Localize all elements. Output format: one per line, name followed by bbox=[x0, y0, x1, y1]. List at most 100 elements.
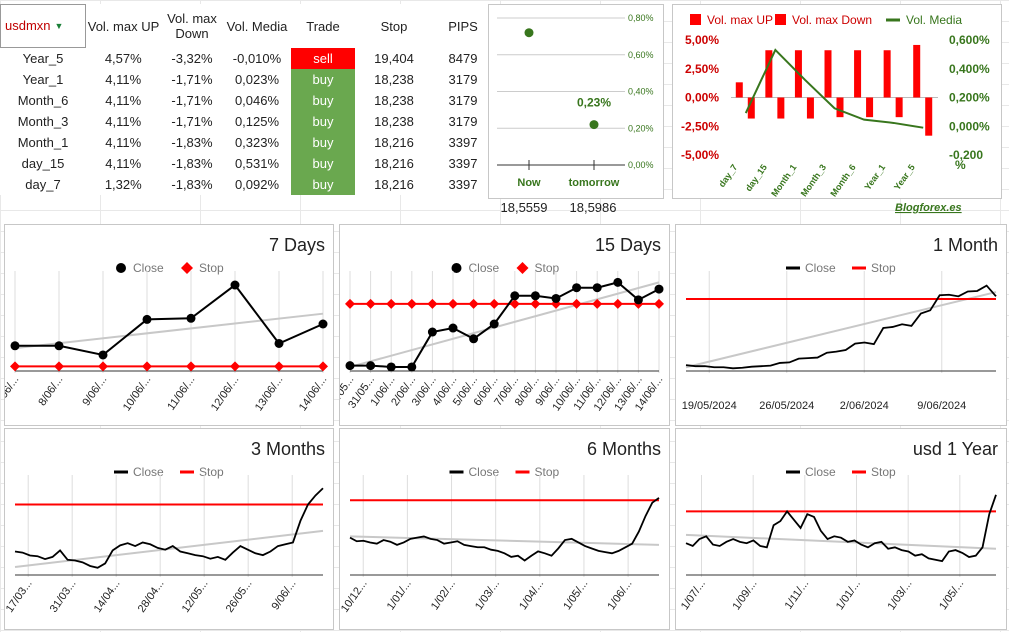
cell-up: 4,11% bbox=[105, 114, 142, 129]
close-marker bbox=[142, 314, 152, 324]
cell-pips: 3179 bbox=[448, 93, 478, 108]
header-vol-down: Vol. max Down bbox=[167, 11, 217, 41]
legend-stop-label: Stop bbox=[535, 261, 560, 275]
legend-stop-label: Stop bbox=[199, 261, 224, 275]
legend-stop-label: Stop bbox=[871, 465, 896, 479]
cell-trade: buy bbox=[291, 69, 355, 90]
forecast-point bbox=[524, 28, 534, 38]
cell-up: 4,57% bbox=[104, 50, 142, 66]
cell-period: Month_1 bbox=[17, 135, 69, 150]
stop-marker bbox=[98, 361, 108, 372]
legend-close-label: Close bbox=[469, 261, 500, 275]
close-marker bbox=[427, 327, 437, 337]
bar-y-tick-right: 0,400% bbox=[949, 62, 990, 76]
header-trade: Trade bbox=[306, 18, 340, 34]
x-tick-label: 14/04... bbox=[92, 578, 123, 615]
legend-close-label: Close bbox=[805, 465, 836, 479]
bar-x-label: Month_6 bbox=[828, 162, 857, 198]
bar-y-tick-left: 5,00% bbox=[685, 33, 719, 47]
x-tick-label: 8/06/... bbox=[36, 374, 65, 408]
stop-marker bbox=[142, 361, 152, 372]
trend-line bbox=[14, 312, 324, 350]
close-marker bbox=[345, 361, 355, 371]
cell-down: -1,71% bbox=[171, 114, 213, 129]
close-marker bbox=[274, 338, 284, 348]
bar-up bbox=[883, 50, 891, 98]
close-marker bbox=[10, 341, 20, 351]
bar-y-tick-right: 0,000% bbox=[949, 119, 990, 133]
cell-pips: 3397 bbox=[448, 177, 478, 192]
close-marker bbox=[551, 293, 561, 303]
bar-y-tick-left: 0,00% bbox=[685, 91, 719, 105]
close-line bbox=[685, 494, 997, 563]
symbol-dropdown[interactable]: usdmxn ▼ bbox=[0, 4, 86, 48]
bar-y-tick-left: 2,50% bbox=[685, 62, 719, 76]
close-marker bbox=[98, 350, 108, 360]
cell-up: 4,11% bbox=[105, 135, 142, 150]
stop-marker bbox=[448, 298, 458, 309]
stop-marker bbox=[427, 298, 438, 309]
cell-up: 4,11% bbox=[105, 72, 142, 87]
chart-panel-15days: 15 Days Close Stop 30/05... 31/05... 1/06/...… bbox=[326, 224, 670, 426]
x-tick-label: 7/06/... bbox=[5, 374, 21, 408]
dropdown-triangle-icon[interactable]: ▼ bbox=[54, 21, 64, 32]
cell-stop: 18,216 bbox=[374, 156, 414, 171]
close-marker bbox=[613, 277, 623, 287]
volatility-bar-panel: Vol. max UP Vol. max Down Vol. Media 5,00% 2… bbox=[672, 4, 1002, 214]
table-row: Month_3 4,11% -1,71% 0,125% buy 18,238 3179 bbox=[1, 111, 494, 132]
bar-down bbox=[747, 97, 755, 119]
close-marker bbox=[448, 323, 458, 333]
cell-pips: 3397 bbox=[448, 135, 478, 150]
cell-period: day_15 bbox=[21, 156, 65, 171]
x-tick-label: 17/03... bbox=[5, 578, 35, 615]
bar-down bbox=[806, 97, 814, 119]
cell-trade: buy bbox=[291, 111, 355, 132]
watermark: Blogforex.es bbox=[895, 202, 962, 214]
table-row: day_15 4,11% -1,83% 0,531% buy 18,216 3397 bbox=[1, 153, 494, 174]
cell-stop: 18,238 bbox=[374, 93, 414, 108]
cell-trade: buy bbox=[291, 174, 355, 195]
cell-up: 1,32% bbox=[104, 177, 142, 192]
x-tick-label: 1/01/... bbox=[834, 578, 863, 612]
x-tick-label: 14/06/... bbox=[297, 374, 330, 413]
trend-line bbox=[349, 535, 660, 546]
header-vol-media: Vol. Media bbox=[226, 18, 288, 34]
close-marker bbox=[230, 280, 240, 290]
header-vol-up: Vol. max UP bbox=[87, 18, 160, 34]
forecast-y-tick: 0,00% bbox=[628, 160, 654, 170]
stop-marker bbox=[274, 361, 284, 372]
close-line bbox=[15, 283, 324, 357]
x-tick-label: 1/03/... bbox=[885, 578, 914, 612]
cell-period: Year_1 bbox=[22, 72, 64, 87]
x-tick-label: 12/06/... bbox=[209, 374, 242, 413]
legend-label: Vol. max Down bbox=[792, 13, 872, 27]
cell-down: -3,32% bbox=[171, 50, 213, 66]
cell-media: 0,092% bbox=[234, 177, 280, 192]
bar-up bbox=[854, 50, 862, 98]
chart-title: 15 Days bbox=[595, 235, 661, 255]
table-row: Month_1 4,11% -1,83% 0,323% buy 18,216 3397 bbox=[1, 132, 494, 153]
close-line bbox=[350, 281, 660, 368]
x-tick-label: 2/06/2024 bbox=[840, 400, 889, 412]
chart-title: 6 Months bbox=[587, 439, 661, 459]
table-body: Year_5 4,57% -3,32% -0,010% sell 19,404 8479 Ye… bbox=[1, 47, 494, 195]
legend-swatch bbox=[690, 14, 701, 25]
cell-period: Month_6 bbox=[17, 93, 69, 108]
x-tick-label: 1/11/... bbox=[783, 578, 812, 612]
x-tick-label: 1/04/... bbox=[517, 578, 546, 612]
bar-x-label: Year_5 bbox=[892, 162, 917, 192]
stop-marker bbox=[468, 298, 479, 309]
bar-y-tick-left: -2,50% bbox=[681, 119, 719, 133]
cell-pips: 3179 bbox=[448, 72, 478, 87]
legend-close-marker bbox=[451, 263, 462, 273]
chart-3months: 3 Months Close Stop 17/03... 31/03... 14/04..… bbox=[4, 439, 325, 615]
stop-marker bbox=[365, 298, 376, 309]
stop-marker bbox=[592, 298, 603, 309]
x-tick-label: 9/06/... bbox=[270, 578, 299, 612]
cell-down: -1,83% bbox=[171, 135, 213, 150]
forecast-y-tick: 0,60% bbox=[628, 50, 654, 60]
close-marker bbox=[54, 341, 64, 351]
volatility-bar-chart: Vol. max UP Vol. max Down Vol. Media 5,00% 2… bbox=[681, 13, 990, 214]
legend-stop-marker bbox=[181, 262, 193, 274]
